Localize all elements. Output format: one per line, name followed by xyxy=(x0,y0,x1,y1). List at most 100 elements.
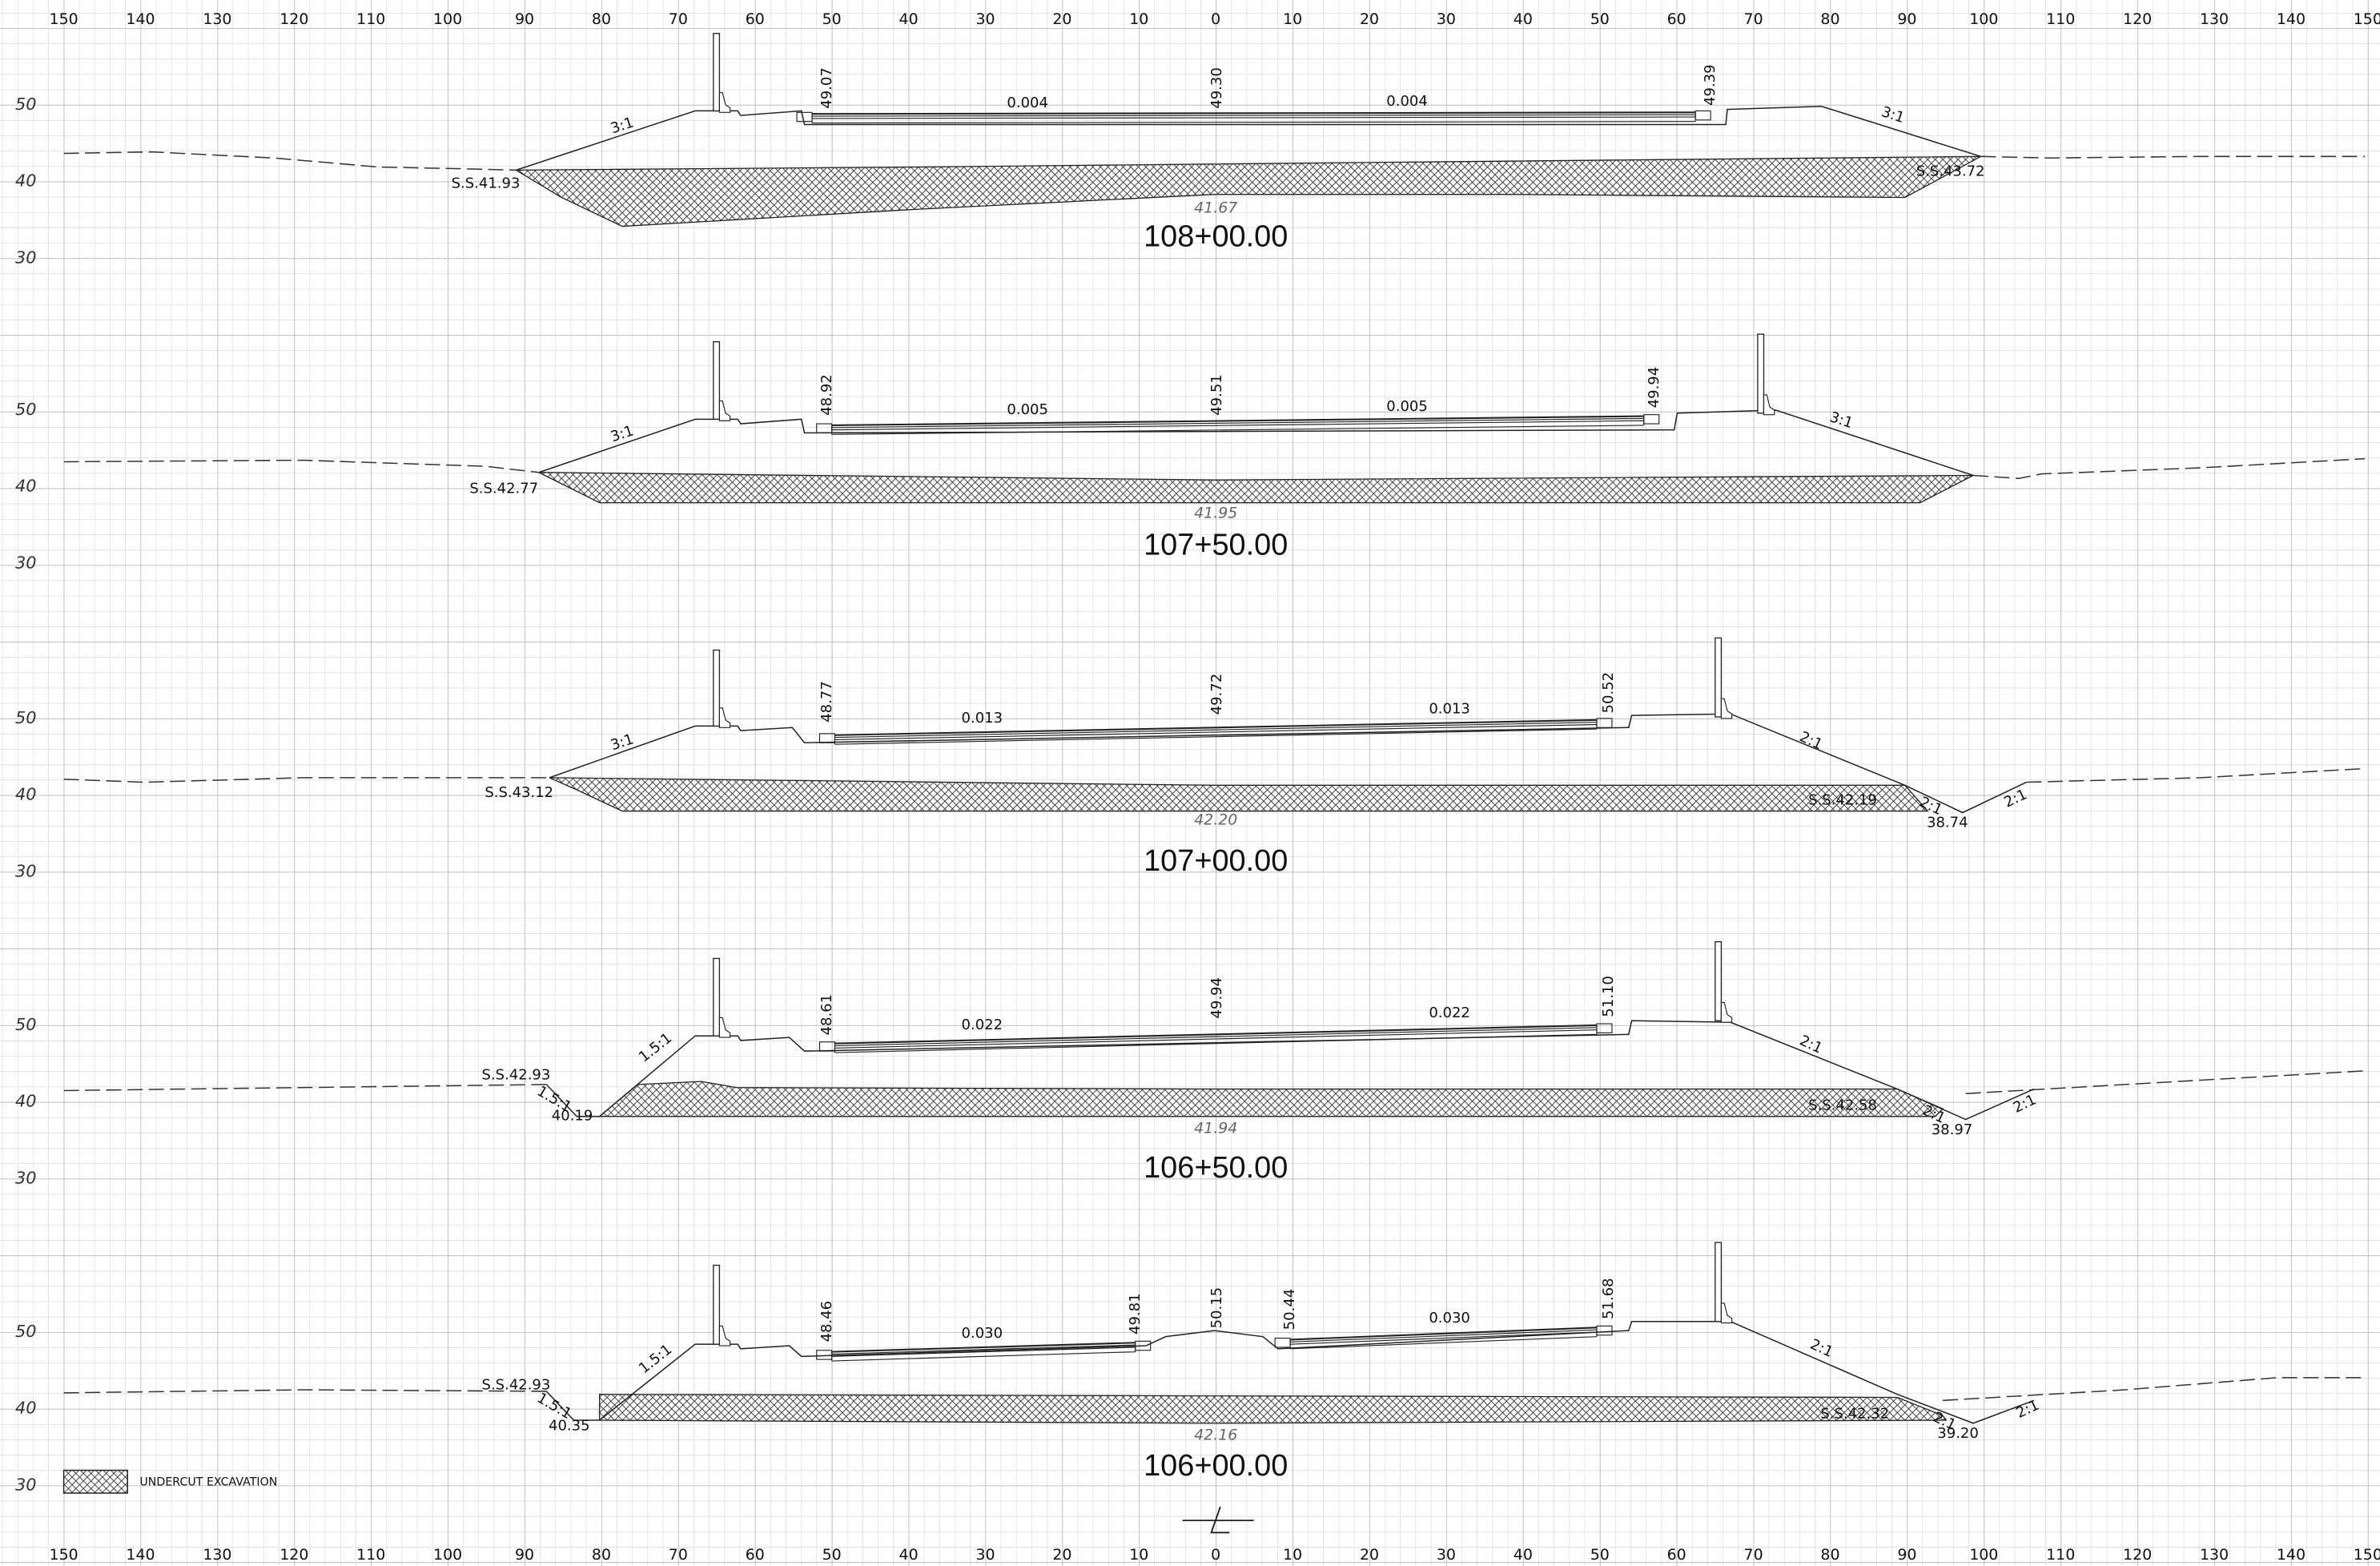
barrier-base xyxy=(718,92,731,113)
offset-label-top: 130 xyxy=(2200,10,2229,28)
barrier-post xyxy=(713,649,721,727)
annotation: 48.46 xyxy=(818,1301,835,1343)
elevation-label: 50 xyxy=(15,1322,37,1341)
offset-label-bottom: 70 xyxy=(669,1546,688,1564)
offset-label-bottom: 60 xyxy=(746,1546,765,1564)
offset-label-bottom: 120 xyxy=(279,1546,308,1564)
barrier-base xyxy=(718,401,731,421)
centerline-l xyxy=(1210,1506,1230,1534)
elevation-label: 30 xyxy=(15,861,37,880)
existing-ground xyxy=(63,151,517,171)
annotation: 41.95 xyxy=(1194,504,1237,521)
elevation-label: 50 xyxy=(15,400,37,419)
offset-label-top: 110 xyxy=(2046,10,2075,28)
offset-label-bottom: 30 xyxy=(1437,1546,1456,1564)
offset-label-top: 50 xyxy=(1590,10,1610,28)
offset-label-bottom: 120 xyxy=(2123,1546,2152,1564)
offset-label-top: 0 xyxy=(1211,10,1220,28)
curb xyxy=(1596,1325,1613,1336)
offset-label-top: 30 xyxy=(975,10,995,28)
annotation: 38.74 xyxy=(1927,815,1968,831)
pavement-layer xyxy=(812,121,1696,124)
existing-ground xyxy=(1980,155,2366,159)
offset-label-bottom: 10 xyxy=(1283,1546,1302,1564)
offset-label-top: 60 xyxy=(746,10,765,28)
offset-label-top: 140 xyxy=(126,10,155,28)
curb xyxy=(816,1350,833,1360)
annotation: S.S.42.93 xyxy=(482,1067,551,1084)
offset-label-top: 20 xyxy=(1360,10,1379,28)
annotation: S.S.41.93 xyxy=(452,175,521,191)
annotation: 50.15 xyxy=(1208,1287,1225,1329)
offset-label-top: 150 xyxy=(50,10,78,28)
annotation: S.S.42.77 xyxy=(469,481,538,497)
barrier-base xyxy=(1763,394,1775,416)
barrier-base xyxy=(718,707,731,728)
elevation-label: 40 xyxy=(15,171,37,191)
curb xyxy=(1695,110,1711,121)
offset-label-bottom: 110 xyxy=(356,1546,385,1564)
existing-ground xyxy=(63,1084,547,1092)
annotation: 51.68 xyxy=(1600,1278,1617,1319)
pavement-layer xyxy=(834,1033,1597,1053)
offset-label-top: 100 xyxy=(433,10,462,28)
annotation: 49.39 xyxy=(1702,64,1719,106)
offset-label-top: 100 xyxy=(1969,10,1998,28)
station-label: 106+00.00 xyxy=(1144,1449,1288,1483)
offset-label-bottom: 100 xyxy=(1969,1546,1998,1564)
annotation: 49.51 xyxy=(1208,374,1225,416)
offset-label-bottom: 140 xyxy=(126,1546,155,1564)
pavement-layer xyxy=(1290,1326,1598,1341)
offset-label-bottom: 80 xyxy=(592,1546,611,1564)
existing-ground xyxy=(63,459,539,473)
annotation: 49.07 xyxy=(818,67,835,109)
offset-label-bottom: 50 xyxy=(822,1546,842,1564)
offset-label-bottom: 40 xyxy=(899,1546,919,1564)
barrier-post xyxy=(713,1264,721,1345)
pavement-layer xyxy=(812,114,1696,117)
offset-label-top: 20 xyxy=(1052,10,1071,28)
offset-label-top: 90 xyxy=(1897,10,1916,28)
annotation: 50.52 xyxy=(1600,672,1617,714)
curb xyxy=(818,1041,836,1052)
annotation: S.S.43.12 xyxy=(484,784,553,801)
existing-ground xyxy=(63,777,550,783)
pavement-layer xyxy=(831,1351,1136,1362)
offset-label-bottom: 20 xyxy=(1360,1546,1379,1564)
offset-label-top: 140 xyxy=(2277,10,2306,28)
annotation: 49.30 xyxy=(1208,67,1225,109)
offset-label-bottom: 90 xyxy=(1897,1546,1916,1564)
annotation: 42.16 xyxy=(1194,1426,1237,1443)
pavement-layer xyxy=(1290,1329,1597,1343)
annotation: 49.94 xyxy=(1646,367,1662,409)
annotation: 0.005 xyxy=(1386,398,1428,415)
pavement-layer xyxy=(834,728,1597,745)
offset-label-bottom: 110 xyxy=(2046,1546,2075,1564)
annotation: S.S.42.58 xyxy=(1808,1097,1877,1113)
annotation: 40.19 xyxy=(552,1108,593,1125)
pavement-layer xyxy=(831,420,1644,431)
barrier-base xyxy=(718,1016,731,1038)
barrier-post xyxy=(1757,333,1765,414)
annotation: 0.022 xyxy=(962,1016,1003,1033)
pavement-layer xyxy=(831,1344,1136,1355)
annotation: 38.97 xyxy=(1932,1121,1973,1138)
barrier-base xyxy=(1720,1001,1733,1023)
offset-label-bottom: 140 xyxy=(2277,1546,2306,1564)
station-label: 108+00.00 xyxy=(1144,220,1288,254)
barrier-base xyxy=(1720,1302,1733,1324)
undercut-area xyxy=(549,777,1929,812)
elevation-label: 50 xyxy=(15,95,37,114)
design-profile xyxy=(545,1020,2035,1121)
offset-label-top: 60 xyxy=(1667,10,1687,28)
pavement-layer xyxy=(834,1024,1597,1045)
barrier-post xyxy=(713,957,721,1037)
annotation: 50.44 xyxy=(1281,1289,1298,1330)
elevation-label: 30 xyxy=(15,1475,37,1494)
elevation-label: 40 xyxy=(15,1092,37,1111)
curb xyxy=(816,423,833,433)
offset-label-top: 80 xyxy=(592,10,611,28)
